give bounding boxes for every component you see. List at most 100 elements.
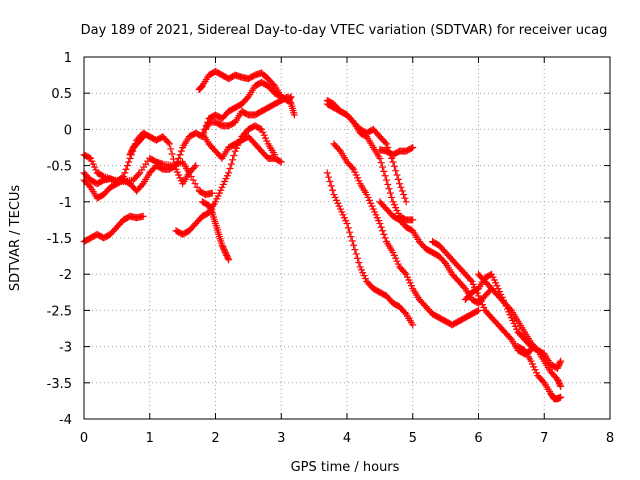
data-point (193, 183, 201, 191)
y-tick-label: -1 (59, 196, 72, 211)
data-point (407, 144, 415, 152)
data-point (557, 393, 565, 401)
data-point (225, 256, 233, 264)
data-point (350, 241, 358, 249)
data-point (85, 154, 93, 162)
data-point (323, 169, 331, 177)
data-point (390, 162, 398, 170)
data-point (165, 140, 173, 148)
data-point (177, 147, 185, 155)
data-point (381, 172, 389, 180)
data-point (286, 99, 294, 107)
data-point (139, 133, 147, 141)
data-point (354, 254, 362, 262)
data-point (167, 145, 175, 153)
data-point (172, 162, 180, 170)
data-point (385, 185, 393, 193)
series-arc-n (376, 144, 417, 159)
data-point (271, 151, 279, 159)
data-point (344, 224, 352, 232)
series-arc-d (80, 212, 147, 246)
data-point (409, 144, 417, 151)
x-tick-label: 7 (540, 431, 548, 446)
data-point (277, 158, 285, 166)
y-tick-label: -0.5 (47, 160, 72, 175)
data-point (381, 138, 389, 146)
data-point (125, 158, 133, 166)
data-point (208, 189, 216, 197)
data-point (382, 176, 390, 184)
data-point (396, 180, 404, 188)
data-point (168, 150, 176, 158)
y-tick-label: -1.5 (47, 232, 72, 247)
y-tick-label: -3.5 (47, 377, 72, 392)
x-tick-label: 6 (474, 431, 482, 446)
data-point (343, 220, 351, 228)
data-point (256, 125, 264, 133)
y-tick-label: -4 (59, 413, 72, 428)
series-arc-e (126, 133, 147, 159)
data-point (348, 164, 356, 172)
y-tick-label: -2.5 (47, 304, 72, 319)
data-point (229, 156, 237, 164)
data-point (389, 158, 397, 166)
data-point (192, 162, 200, 170)
data-point (191, 180, 199, 188)
data-point (557, 382, 565, 390)
data-point (381, 234, 389, 242)
data-point (290, 111, 298, 119)
y-tick-label: -3 (59, 341, 72, 356)
data-point (189, 176, 197, 184)
data-point (347, 233, 355, 241)
series-arc-k (198, 198, 233, 264)
data-point (557, 357, 565, 365)
data-point (352, 250, 360, 258)
data-point (226, 164, 234, 172)
series-arc-r (428, 238, 535, 358)
series-arc-p (330, 140, 482, 329)
y-tick-label: 0 (64, 123, 72, 138)
series-arc-u (514, 343, 565, 403)
data-point (380, 167, 388, 175)
y-tick-label: 0.5 (51, 87, 72, 102)
data-point (122, 165, 130, 173)
data-point (393, 171, 401, 179)
data-point (401, 194, 409, 202)
data-point (173, 158, 181, 166)
data-point (85, 182, 93, 190)
series-arc-m (323, 100, 410, 206)
data-point (377, 223, 385, 231)
data-point (335, 146, 343, 154)
y-tick-label: -2 (59, 268, 72, 283)
data-point (329, 186, 337, 194)
x-tick-label: 1 (146, 431, 154, 446)
data-point (351, 246, 359, 254)
data-point (243, 94, 251, 102)
x-tick-label: 5 (409, 431, 417, 446)
chart-title: Day 189 of 2021, Sidereal Day-to-day VTE… (81, 23, 608, 38)
data-point (175, 154, 183, 162)
data-point (398, 187, 406, 195)
data-point (197, 83, 205, 91)
data-point (382, 140, 390, 148)
data-point (326, 178, 334, 186)
data-point (402, 198, 410, 206)
data-point (377, 159, 385, 167)
data-point (539, 377, 547, 385)
data-point (388, 193, 396, 201)
data-point (225, 169, 233, 177)
series-arc-o (323, 169, 417, 329)
data-point (506, 305, 514, 313)
data-point (473, 307, 481, 315)
data-point (276, 157, 284, 165)
data-point (409, 216, 417, 224)
series-arc-j (172, 122, 279, 238)
data-point (384, 180, 392, 188)
data-point (409, 321, 417, 329)
series-arc-c (80, 162, 180, 202)
data-point (208, 207, 216, 215)
x-tick-label: 8 (606, 431, 614, 446)
data-point (269, 81, 277, 89)
data-points (80, 67, 565, 403)
data-point (380, 230, 388, 238)
